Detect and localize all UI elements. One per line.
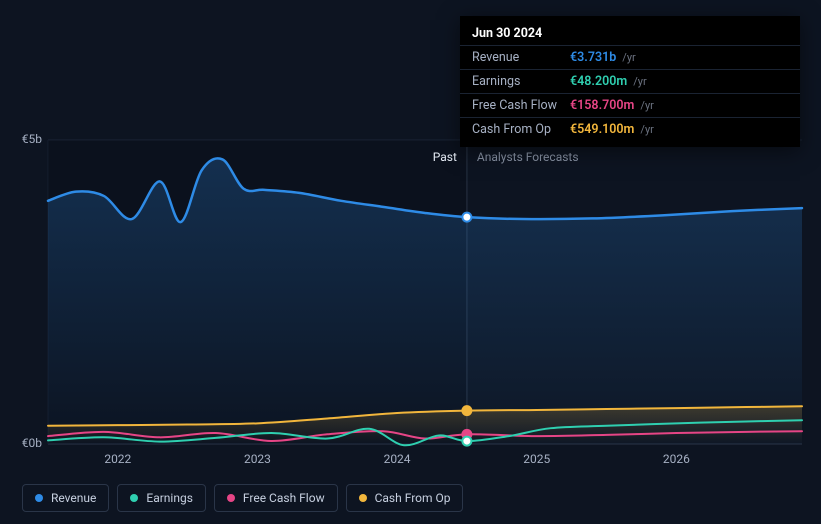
- tooltip-row-value: €549.100m: [570, 122, 634, 137]
- y-tick-label: €5b: [8, 132, 42, 146]
- legend-dot-icon: [130, 494, 138, 502]
- tooltip-row-value: €158.700m: [570, 98, 634, 113]
- past-region-label: Past: [407, 150, 457, 164]
- tooltip-row-unit: /yr: [633, 75, 646, 88]
- legend-item-label: Free Cash Flow: [243, 491, 325, 505]
- chart-legend: Revenue Earnings Free Cash Flow Cash Fro…: [22, 484, 463, 512]
- x-tick-label: 2023: [244, 452, 271, 466]
- financial-chart: €0b €5b 2022 2023 2024 2025 2026 Past Analysts…: [0, 0, 821, 524]
- legend-item-label: Earnings: [146, 491, 193, 505]
- tooltip-row-label: Cash From Op: [472, 122, 564, 137]
- tooltip-row-value: €48.200m: [570, 74, 627, 89]
- tooltip-row-label: Free Cash Flow: [472, 98, 564, 113]
- tooltip-date: Jun 30 2024: [460, 22, 800, 45]
- chart-tooltip: Jun 30 2024 Revenue €3.731b /yrEarnings …: [460, 16, 800, 147]
- tooltip-row-label: Earnings: [472, 74, 564, 89]
- legend-dot-icon: [35, 494, 43, 502]
- legend-dot-icon: [359, 494, 367, 502]
- tooltip-row-unit: /yr: [622, 51, 635, 64]
- forecast-region-label: Analysts Forecasts: [477, 150, 579, 164]
- tooltip-row-unit: /yr: [640, 99, 653, 112]
- legend-item-label: Revenue: [51, 491, 96, 505]
- tooltip-row: Cash From Op €549.100m /yr: [460, 117, 800, 141]
- legend-dot-icon: [227, 494, 235, 502]
- x-tick-label: 2026: [663, 452, 690, 466]
- tooltip-row-label: Revenue: [472, 50, 564, 65]
- y-tick-label: €0b: [8, 436, 42, 450]
- legend-item-cash-from-op[interactable]: Cash From Op: [346, 484, 464, 512]
- x-tick-label: 2024: [384, 452, 411, 466]
- legend-item-revenue[interactable]: Revenue: [22, 484, 109, 512]
- tooltip-row: Free Cash Flow €158.700m /yr: [460, 93, 800, 117]
- legend-item-free-cash-flow[interactable]: Free Cash Flow: [214, 484, 338, 512]
- tooltip-row: Revenue €3.731b /yr: [460, 45, 800, 69]
- x-tick-label: 2022: [104, 452, 131, 466]
- tooltip-row: Earnings €48.200m /yr: [460, 69, 800, 93]
- x-tick-label: 2025: [523, 452, 550, 466]
- tooltip-row-unit: /yr: [640, 123, 653, 136]
- legend-item-earnings[interactable]: Earnings: [117, 484, 206, 512]
- legend-item-label: Cash From Op: [375, 491, 451, 505]
- tooltip-row-value: €3.731b: [570, 50, 616, 65]
